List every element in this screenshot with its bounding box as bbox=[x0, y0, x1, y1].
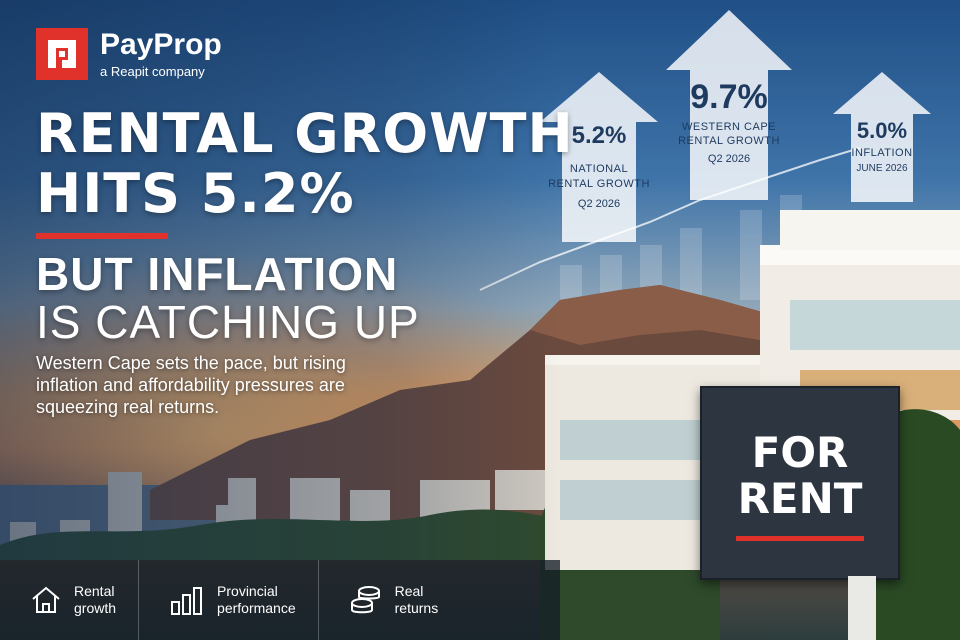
stat-period: JUNE 2026 bbox=[856, 163, 908, 174]
stat-period: Q2 2026 bbox=[707, 153, 751, 165]
headline: RENTAL GROWTH HITS 5.2% bbox=[36, 104, 574, 224]
up-arrow-icon bbox=[833, 72, 931, 202]
text-backdrop bbox=[0, 0, 560, 560]
payprop-logo-icon bbox=[36, 28, 88, 80]
sign-line1: FOR bbox=[751, 428, 849, 477]
up-arrow-icon bbox=[666, 10, 792, 200]
up-arrow-icon bbox=[540, 72, 658, 242]
feature-provincial-performance: Provincial performance bbox=[138, 560, 318, 640]
bar-chart-icon bbox=[171, 587, 203, 615]
stat-label: RENTAL GROWTH bbox=[548, 178, 650, 190]
coins-icon bbox=[350, 586, 380, 614]
feature-rental-growth: Rental growth bbox=[0, 560, 138, 640]
feature-label: Real bbox=[394, 583, 424, 599]
stat-label: NATIONAL bbox=[569, 163, 629, 175]
brand-logo: PayProp a Reapit company bbox=[36, 28, 222, 80]
feature-real-returns: Real returns bbox=[317, 560, 461, 640]
brand-tagline: a Reapit company bbox=[100, 63, 205, 79]
feature-label: returns bbox=[394, 600, 439, 616]
stat-national: 5.2% NATIONAL RENTAL GROWTH Q2 2026 bbox=[540, 72, 658, 242]
headline-line1: RENTAL GROWTH bbox=[36, 102, 574, 165]
sign-accent bbox=[736, 536, 864, 541]
brand-name: PayProp bbox=[100, 27, 222, 61]
stat-period: Q2 2026 bbox=[577, 198, 621, 210]
stat-value: 9.7% bbox=[690, 78, 768, 116]
stat-label: RENTAL GROWTH bbox=[678, 135, 780, 147]
feature-label: Rental bbox=[74, 583, 115, 599]
sign-line2: RENT bbox=[737, 474, 863, 523]
feature-label: performance bbox=[217, 600, 296, 616]
body-copy: Western Cape sets the pace, but rising i… bbox=[36, 353, 346, 417]
subheadline-line2: IS CATCHING UP bbox=[36, 296, 420, 348]
feature-bar: Rental growth Provincial performance Real r… bbox=[0, 560, 560, 640]
headline-line2: HITS 5.2% bbox=[36, 162, 355, 225]
stat-value: 5.0% bbox=[856, 118, 908, 143]
stat-western-cape: 9.7% WESTERN CAPE RENTAL GROWTH Q2 2026 bbox=[666, 10, 792, 200]
house-icon bbox=[32, 586, 60, 613]
stat-value: 5.2% bbox=[571, 122, 627, 149]
feature-label: Provincial bbox=[217, 583, 278, 599]
accent-divider bbox=[36, 233, 168, 239]
for-rent-sign: FOR RENT bbox=[700, 386, 900, 580]
stat-label: INFLATION bbox=[851, 147, 913, 159]
feature-label: growth bbox=[74, 600, 117, 616]
subheadline-line1: BUT INFLATION bbox=[36, 248, 399, 300]
stat-inflation: 5.0% INFLATION JUNE 2026 bbox=[833, 72, 931, 202]
stat-label: WESTERN CAPE bbox=[681, 121, 776, 133]
sign-post bbox=[848, 576, 876, 640]
